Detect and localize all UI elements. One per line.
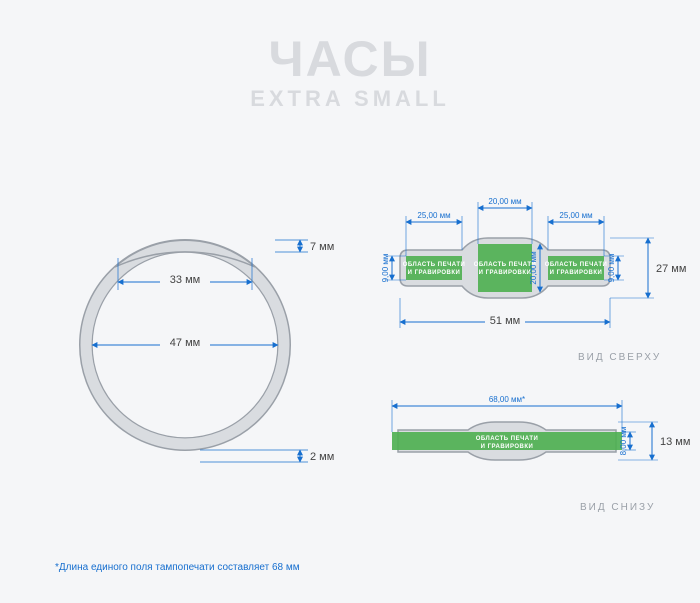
dim-47mm: 47 мм xyxy=(170,337,200,349)
svg-text:ОБЛАСТЬ ПЕЧАТИ: ОБЛАСТЬ ПЕЧАТИ xyxy=(474,262,537,268)
dim-2mm: 2 мм xyxy=(310,451,334,463)
dim-9mm-right: 9,00 мм xyxy=(607,254,616,283)
dim-25mm-right: 25,00 мм xyxy=(559,211,592,220)
top-view: ОБЛАСТЬ ПЕЧАТИ И ГРАВИРОВКИ ОБЛАСТЬ ПЕЧА… xyxy=(381,197,686,363)
svg-text:ОБЛАСТЬ ПЕЧАТИ: ОБЛАСТЬ ПЕЧАТИ xyxy=(403,262,466,268)
diagram-svg: 7 мм 33 мм 47 мм 2 мм xyxy=(0,0,700,603)
diagram-canvas: ЧАСЫ EXTRA SMALL 7 мм xyxy=(0,0,700,603)
dim-68mm: 68,00 мм* xyxy=(489,395,525,404)
svg-text:ОБЛАСТЬ ПЕЧАТИ: ОБЛАСТЬ ПЕЧАТИ xyxy=(476,436,539,442)
dim-7mm: 7 мм xyxy=(310,241,334,253)
svg-text:И ГРАВИРОВКИ: И ГРАВИРОВКИ xyxy=(408,270,461,276)
dim-27mm: 27 мм xyxy=(656,263,686,275)
svg-text:И ГРАВИРОВКИ: И ГРАВИРОВКИ xyxy=(481,444,534,450)
front-view: 7 мм 33 мм 47 мм 2 мм xyxy=(80,240,334,463)
label-bottom-view: ВИД СНИЗУ xyxy=(580,502,655,513)
svg-text:И ГРАВИРОВКИ: И ГРАВИРОВКИ xyxy=(479,270,532,276)
dim-20mm: 20,00 мм xyxy=(488,197,521,206)
bottom-view: ОБЛАСТЬ ПЕЧАТИ И ГРАВИРОВКИ 68,00 мм* 8,… xyxy=(392,395,690,513)
label-top-view: ВИД СВЕРХУ xyxy=(578,352,661,363)
svg-text:И ГРАВИРОВКИ: И ГРАВИРОВКИ xyxy=(550,270,603,276)
dim-51mm: 51 мм xyxy=(490,315,520,327)
dim-13mm: 13 мм xyxy=(660,436,690,448)
svg-text:ОБЛАСТЬ ПЕЧАТИ: ОБЛАСТЬ ПЕЧАТИ xyxy=(545,262,608,268)
dim-8mm: 8,00 мм xyxy=(619,427,628,456)
dim-25mm-left: 25,00 мм xyxy=(417,211,450,220)
dim-20mm-h: 20,00 мм xyxy=(529,251,538,284)
dim-9mm-left: 9,00 мм xyxy=(381,254,390,283)
footnote: *Длина единого поля тампопечати составля… xyxy=(55,562,300,573)
dim-33mm: 33 мм xyxy=(170,274,200,286)
